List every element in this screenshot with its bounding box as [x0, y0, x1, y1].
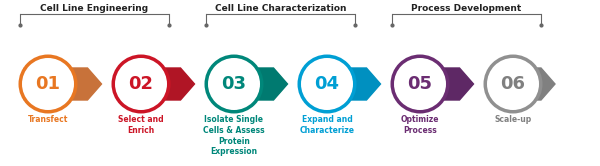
Circle shape [298, 54, 356, 114]
Text: Select and
Enrich: Select and Enrich [118, 115, 164, 135]
Text: Optimize
Process: Optimize Process [401, 115, 439, 135]
Text: 02: 02 [128, 75, 154, 93]
Circle shape [19, 54, 77, 114]
Text: Cell Line Characterization: Cell Line Characterization [215, 4, 346, 13]
Circle shape [112, 54, 170, 114]
Circle shape [301, 58, 353, 110]
Circle shape [205, 54, 263, 114]
Circle shape [208, 58, 260, 110]
Circle shape [115, 58, 167, 110]
Text: 01: 01 [35, 75, 61, 93]
Text: Isolate Single
Cells & Assess
Protein
Expression: Isolate Single Cells & Assess Protein Ex… [203, 115, 265, 156]
Text: Process Development: Process Development [412, 4, 521, 13]
Text: Expand and
Characterize: Expand and Characterize [299, 115, 355, 135]
Polygon shape [396, 68, 473, 100]
Text: 03: 03 [221, 75, 247, 93]
Polygon shape [210, 68, 287, 100]
Text: 06: 06 [500, 75, 526, 93]
Circle shape [394, 58, 446, 110]
Polygon shape [24, 68, 101, 100]
Circle shape [484, 54, 542, 114]
Polygon shape [489, 68, 555, 100]
Circle shape [22, 58, 74, 110]
Text: Transfect: Transfect [28, 115, 68, 124]
Polygon shape [303, 68, 380, 100]
Text: 05: 05 [407, 75, 433, 93]
Text: Scale-up: Scale-up [494, 115, 532, 124]
Text: 04: 04 [314, 75, 340, 93]
Polygon shape [117, 68, 194, 100]
Circle shape [391, 54, 449, 114]
Text: Cell Line Engineering: Cell Line Engineering [40, 4, 149, 13]
Circle shape [487, 58, 539, 110]
